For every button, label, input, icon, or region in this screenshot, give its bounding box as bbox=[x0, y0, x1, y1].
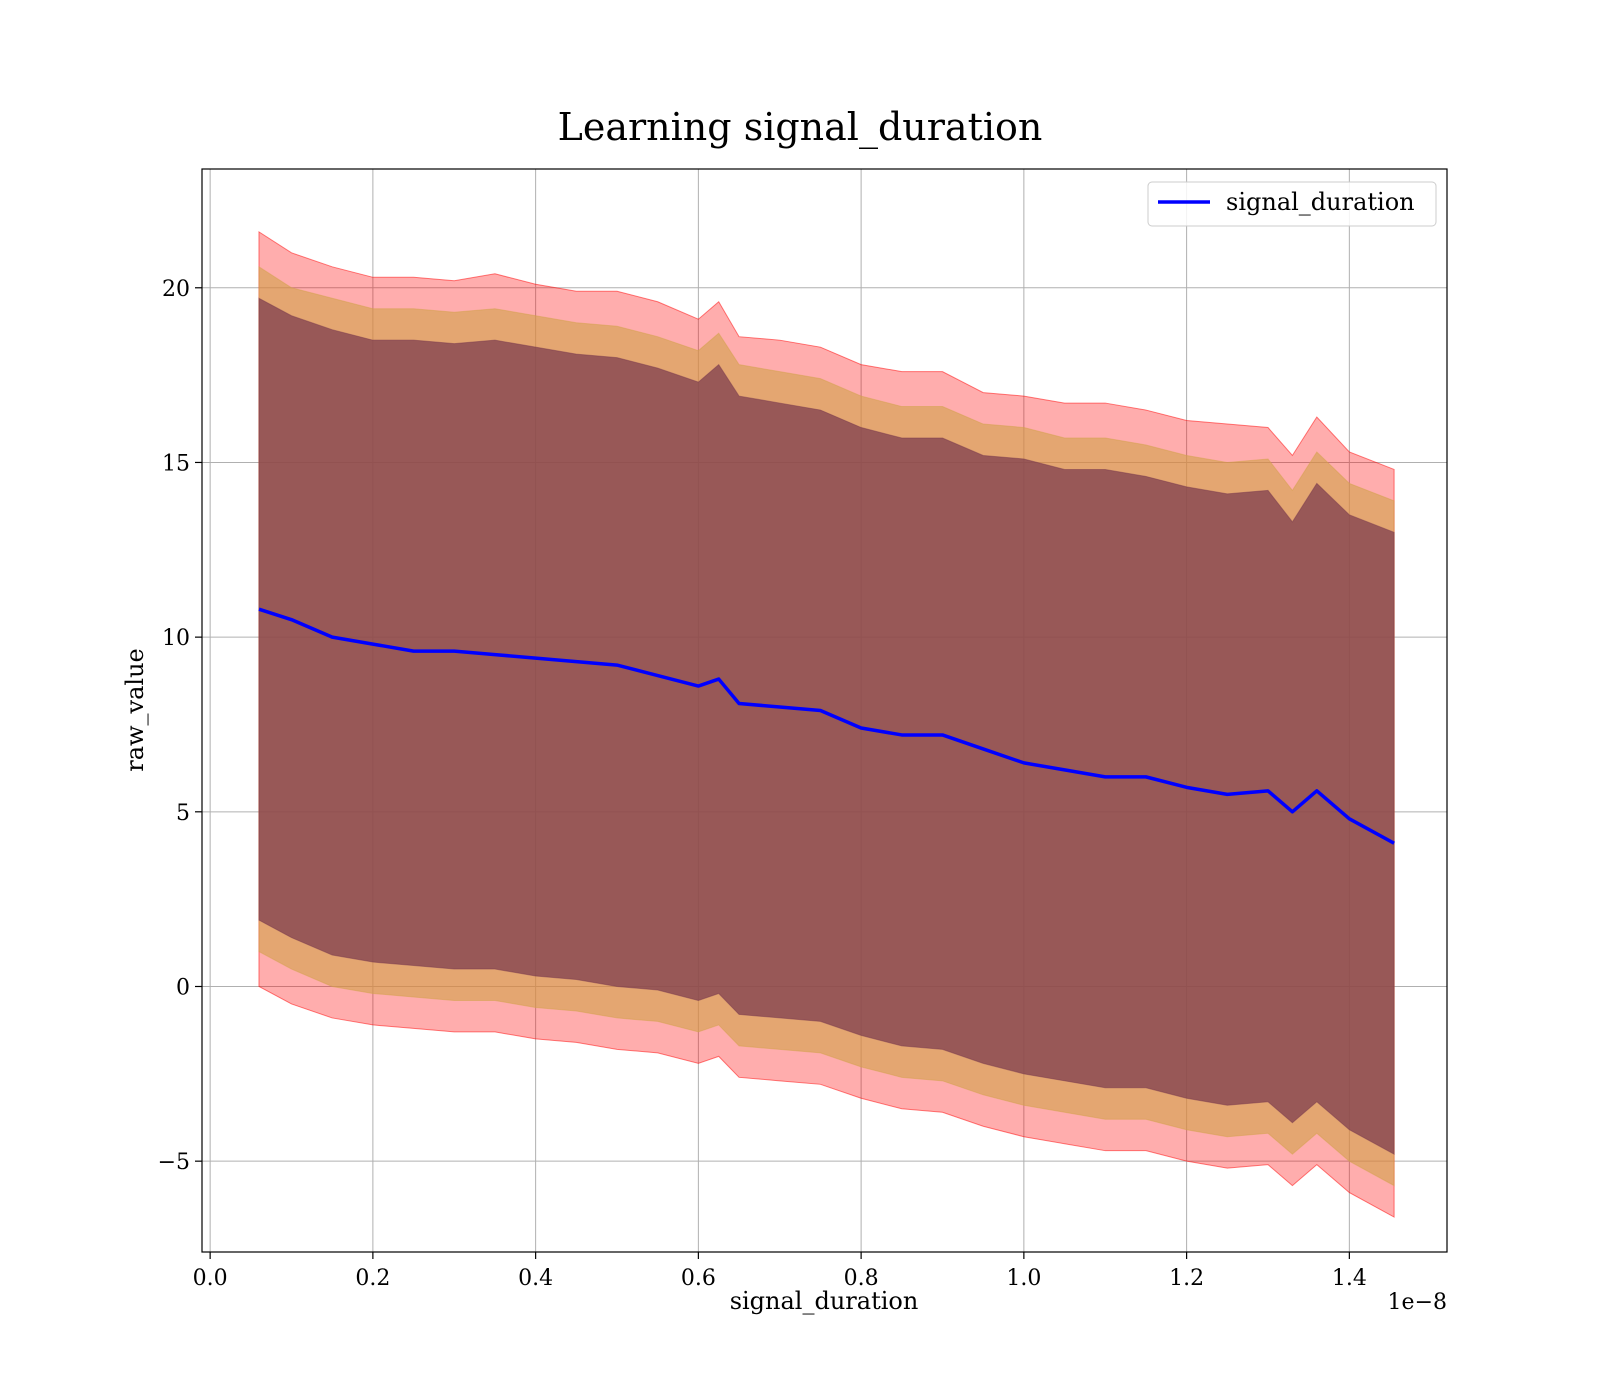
x-tick-label-1: 0.2 bbox=[355, 1266, 390, 1291]
y-axis-label: raw_value bbox=[121, 648, 149, 772]
y-tick-label-4: 15 bbox=[162, 451, 190, 476]
x-axis-ticks: 0.0 0.2 0.4 0.6 0.8 1.0 1.2 1.4 bbox=[193, 1252, 1367, 1291]
y-tick-label-5: 20 bbox=[162, 277, 190, 302]
y-tick-label-1: 0 bbox=[176, 975, 190, 1000]
series-line-0 bbox=[258, 607, 1395, 845]
x-tick-label-5: 1.0 bbox=[1006, 1266, 1041, 1291]
confidence-bands bbox=[258, 230, 1395, 1218]
x-tick-label-7: 1.4 bbox=[1332, 1266, 1367, 1291]
x-tick-label-0: 0.0 bbox=[193, 1266, 228, 1291]
legend-label: signal_duration bbox=[1226, 188, 1415, 216]
y-axis-ticks: −5 0 5 10 15 20 bbox=[158, 277, 202, 1175]
x-tick-label-6: 1.2 bbox=[1169, 1266, 1204, 1291]
x-axis-label: signal_duration bbox=[730, 1287, 919, 1315]
x-tick-label-3: 0.6 bbox=[681, 1266, 716, 1291]
y-tick-label-3: 10 bbox=[162, 626, 190, 651]
y-tick-label-2: 5 bbox=[176, 801, 190, 826]
series-lines bbox=[258, 607, 1395, 845]
band-inner bbox=[258, 297, 1395, 1156]
x-axis-offset-text: 1e−8 bbox=[1388, 1290, 1447, 1315]
y-tick-label-0: −5 bbox=[158, 1150, 190, 1175]
legend: signal_duration bbox=[1147, 181, 1437, 227]
legend-box bbox=[1147, 181, 1437, 227]
plot-frame bbox=[201, 168, 1448, 1253]
x-tick-label-2: 0.4 bbox=[518, 1266, 553, 1291]
chart-title: Learning signal_duration bbox=[558, 105, 1043, 150]
x-tick-label-4: 0.8 bbox=[844, 1266, 879, 1291]
